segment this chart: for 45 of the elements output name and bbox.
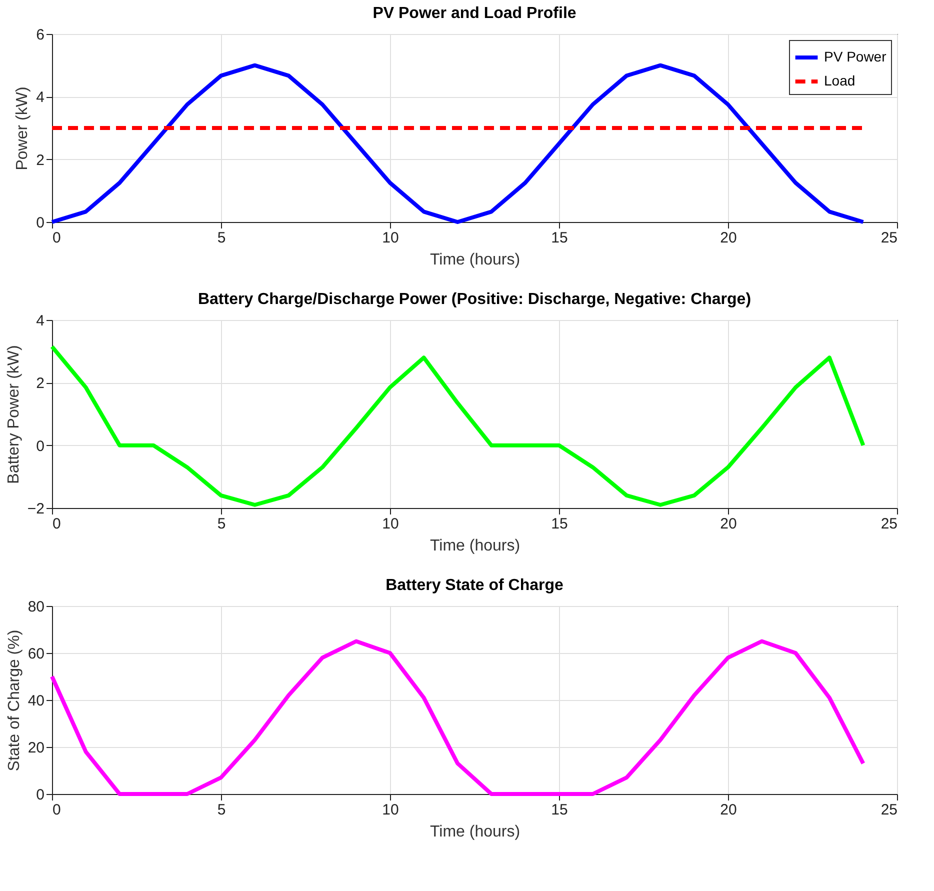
x-tick-label: 20 <box>720 230 737 246</box>
chart-title: PV Power and Load Profile <box>372 5 576 22</box>
y-tick-label: −2 <box>27 500 44 518</box>
x-tick-label: 0 <box>52 516 61 532</box>
x-tick-label: 5 <box>217 230 226 246</box>
x-tick-label: 25 <box>880 516 898 532</box>
y-tick-label: 0 <box>36 786 44 804</box>
x-tick-label: 15 <box>551 230 568 246</box>
x-axis-title: Time (hours) <box>430 252 520 268</box>
y-tick-label: 60 <box>28 646 44 662</box>
x-tick-label: 20 <box>720 802 737 818</box>
y-tick-label: 0 <box>36 438 44 455</box>
x-tick-label: 0 <box>52 230 61 246</box>
chart-title: Battery Charge/Discharge Power (Positive: Discharge, Negative: Charge) <box>198 291 752 308</box>
y-axis-title: Power (kW) <box>14 86 32 170</box>
x-axis-title: Time (hours) <box>430 538 520 554</box>
x-tick-label: 10 <box>382 516 399 532</box>
y-tick-label: 0 <box>36 214 44 232</box>
y-tick-label: 40 <box>28 692 44 710</box>
line-series <box>50 344 866 507</box>
y-axis-title: Battery Power (kW) <box>5 345 22 484</box>
y-tick-label: 4 <box>36 89 44 106</box>
legend-label: Load <box>824 72 856 88</box>
chart-title: Battery State of Charge <box>386 577 564 594</box>
line-series <box>50 639 866 796</box>
line-series <box>50 63 866 224</box>
y-tick-label: 4 <box>36 312 44 330</box>
x-tick-label: 25 <box>880 230 898 246</box>
x-tick-label: 5 <box>217 516 226 532</box>
x-tick-label: 15 <box>551 516 568 532</box>
x-tick-label: 5 <box>217 802 226 818</box>
x-tick-label: 15 <box>551 802 568 818</box>
x-tick-label: 0 <box>52 802 61 818</box>
y-tick-label: 20 <box>28 740 44 756</box>
y-axis-title: State of Charge (%) <box>6 630 23 772</box>
y-tick-label: 80 <box>28 598 44 616</box>
x-axis-title: Time (hours) <box>430 824 520 840</box>
x-tick-label: 25 <box>880 802 898 818</box>
x-tick-label: 10 <box>382 230 399 246</box>
y-tick-label: 6 <box>36 26 44 44</box>
x-tick-label: 10 <box>382 802 399 818</box>
y-tick-label: 2 <box>36 152 44 169</box>
legend-label: PV Power <box>824 48 887 64</box>
y-tick-label: 2 <box>36 375 44 392</box>
x-tick-label: 20 <box>720 516 737 532</box>
